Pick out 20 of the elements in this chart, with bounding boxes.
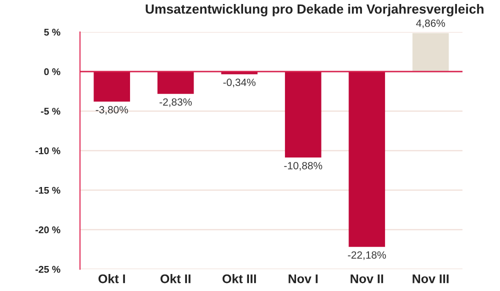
data-label: -0,34% [223,78,256,88]
x-tick-label: Nov III [412,274,449,284]
data-label: 4,86% [416,20,446,28]
x-tick-label: Nov I [288,274,318,284]
x-tick-label: Okt II [160,274,190,284]
data-label: -3,80% [96,106,128,115]
chart-title: Umsatzentwicklung pro Dekade im Vorjahresvergleich [146,4,484,16]
y-tick-label: -20 % [36,226,60,234]
y-tick-label: 5 % [44,28,60,36]
y-tick-label: 0 % [44,68,60,76]
y-tick-label: -15 % [36,186,60,194]
x-tick-label: Nov II [350,274,384,284]
y-tick-label: -5 % [40,108,60,115]
data-label: -2,83% [160,98,192,107]
y-tick-label: -10 % [36,147,60,154]
data-label: -10,88% [284,162,322,171]
data-label: -22,18% [348,251,386,260]
x-tick-label: Okt III [222,274,256,284]
y-tick-label: -25 % [36,266,60,273]
x-tick-label: Okt I [98,274,125,284]
